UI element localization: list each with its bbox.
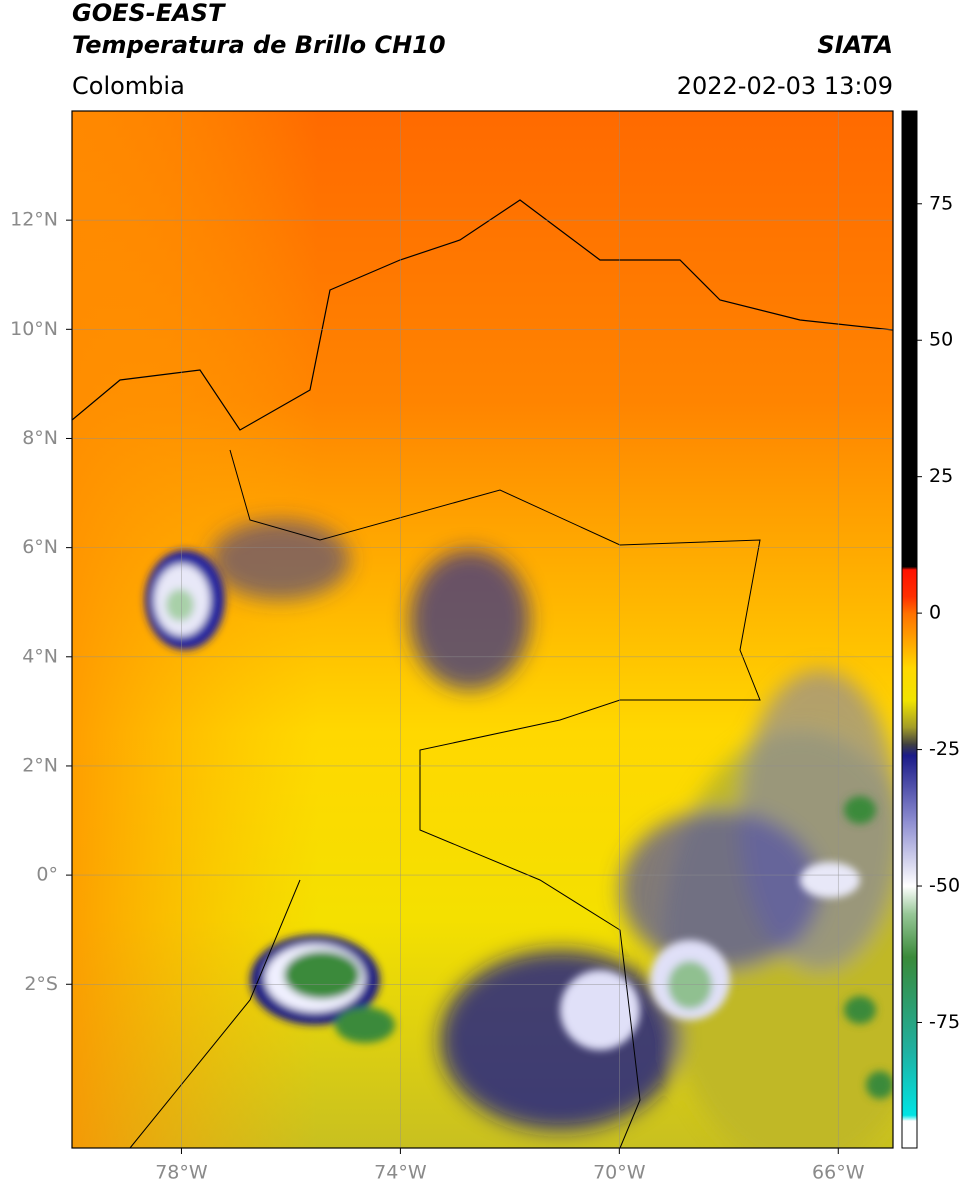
grid	[72, 111, 893, 1148]
colorbar-segment	[902, 613, 917, 669]
y-tick-label: 4°N	[22, 645, 58, 667]
colorbar-segment	[902, 566, 917, 570]
x-tick-label: 78°W	[155, 1162, 208, 1184]
x-tick-label: 66°W	[812, 1162, 865, 1184]
x-tick-label: 70°W	[593, 1162, 646, 1184]
colorbar: 75 50 25 0 -25 -50 -75	[901, 110, 960, 1149]
colorbar-tick-label: -25	[929, 738, 960, 760]
colorbar-tick-label: 0	[929, 602, 941, 624]
colorbar-segment	[902, 596, 917, 614]
colorbar-segment	[902, 1049, 917, 1116]
colorbar-segment	[902, 755, 917, 822]
colorbar-segment	[902, 1115, 917, 1122]
colorbar-frame	[901, 110, 918, 1149]
y-tick-label: 6°N	[22, 536, 58, 558]
datetime: 2022-02-03 13:09	[677, 72, 893, 100]
colorbar-segment	[902, 956, 917, 1051]
y-tick-label: 10°N	[10, 318, 58, 340]
y-tick-label: 2°S	[24, 973, 58, 995]
title-line2: Temperatura de Brillo CH10	[72, 31, 446, 59]
colorbar-segment	[902, 667, 917, 701]
x-tick-label: 74°W	[374, 1162, 427, 1184]
title-line1: GOES-EAST	[72, 0, 226, 27]
colorbar-tick-label: 25	[929, 465, 953, 487]
map-frame	[71, 110, 894, 1149]
y-tick-label: 8°N	[22, 427, 58, 449]
colorbar-segment	[902, 569, 917, 598]
source: SIATA	[817, 31, 893, 59]
colorbar-segment	[902, 111, 917, 568]
colorbar-segment	[902, 727, 917, 745]
axes: 78°W 74°W 70°W 66°W 12°N 10°N 8°N 6°N 4°N 2°N 0° 2°…	[10, 209, 865, 1184]
colorbar-tick-label: 50	[929, 329, 953, 351]
region: Colombia	[72, 72, 185, 100]
colorbar-segment	[902, 913, 917, 958]
colorbar-tick-label: -75	[929, 1011, 960, 1033]
y-tick-label: 12°N	[10, 209, 58, 231]
colorbar-segment	[902, 700, 917, 729]
y-tick-label: 2°N	[22, 754, 58, 776]
colorbar-segment	[902, 1120, 917, 1149]
colorbar-segment	[902, 744, 917, 756]
y-tick-label: 0°	[36, 864, 58, 886]
colorbar-segment	[902, 820, 917, 887]
satellite-image	[72, 111, 893, 1148]
colorbar-segment	[902, 886, 917, 914]
colorbar-tick-label: 75	[929, 192, 953, 214]
colorbar-tick-label: -50	[929, 875, 960, 897]
